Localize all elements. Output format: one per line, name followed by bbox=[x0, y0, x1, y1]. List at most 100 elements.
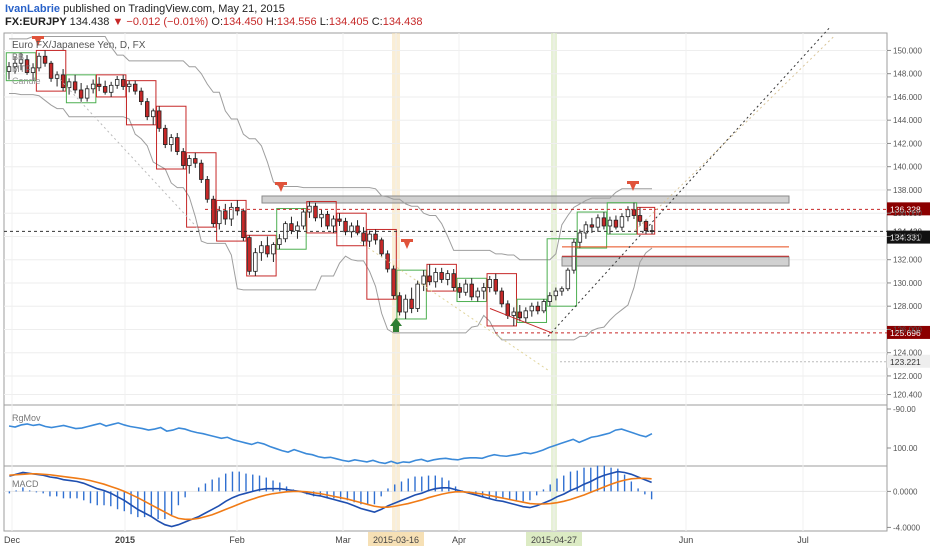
candle-down bbox=[589, 224, 595, 228]
mtf-box-down bbox=[336, 212, 367, 247]
candle-up bbox=[463, 283, 468, 293]
candle-up bbox=[30, 67, 36, 73]
time-tick-label: Jul bbox=[797, 535, 809, 545]
price-tag-136-bg bbox=[887, 202, 930, 216]
price-tick-label: 122.000 bbox=[893, 372, 922, 381]
chart-header: IvanLabrie published on TradingView.com,… bbox=[0, 0, 932, 32]
mtf-box-down bbox=[426, 263, 457, 292]
candle-up bbox=[367, 233, 372, 242]
high-value: 134.556 bbox=[276, 16, 317, 28]
zones bbox=[261, 195, 790, 267]
price-tag-134: 134.331 bbox=[890, 233, 921, 243]
price-tag-125-bg bbox=[887, 325, 930, 339]
author-link[interactable]: IvanLabrie bbox=[5, 3, 61, 15]
candle-up bbox=[559, 288, 565, 292]
symbol-name: FX:EURJPY bbox=[5, 16, 67, 28]
candle-up bbox=[66, 81, 72, 89]
candle-up bbox=[577, 232, 583, 243]
candle-up bbox=[108, 84, 114, 93]
candle-down bbox=[102, 86, 108, 93]
candle-up bbox=[595, 217, 601, 228]
mtf-box-up bbox=[606, 202, 638, 235]
mtf-box-down bbox=[366, 228, 397, 300]
candle-down bbox=[78, 89, 84, 99]
price-tick-label: 138.000 bbox=[893, 186, 922, 195]
candle-down bbox=[325, 213, 330, 227]
candle-down bbox=[517, 311, 522, 319]
candle-down bbox=[157, 110, 162, 129]
candle-up bbox=[187, 158, 192, 166]
candle-down bbox=[337, 218, 342, 222]
candle-down bbox=[409, 298, 414, 309]
candle-down bbox=[313, 205, 318, 219]
candle-up bbox=[523, 310, 529, 319]
macd-line bbox=[9, 470, 652, 528]
candle-down bbox=[265, 245, 270, 255]
mtf-box-down bbox=[156, 105, 187, 170]
trend-line-down bbox=[59, 79, 201, 231]
sell-arrow-icon bbox=[627, 181, 639, 191]
candle-up bbox=[271, 244, 276, 255]
price-tick-label: 142.000 bbox=[893, 139, 922, 148]
macd-pane-frame bbox=[3, 465, 888, 532]
candle-down bbox=[60, 74, 66, 89]
candle-down bbox=[120, 79, 126, 87]
mtf-boxes bbox=[5, 49, 656, 327]
time-tick-label: Dec bbox=[4, 535, 21, 545]
mtf-box-down bbox=[486, 273, 517, 327]
candle-up bbox=[151, 110, 156, 118]
mtf-box-up bbox=[516, 298, 548, 323]
candle-down bbox=[469, 283, 474, 298]
candle-up bbox=[169, 137, 174, 145]
candle-down bbox=[193, 158, 198, 164]
bb-lower-line bbox=[9, 92, 653, 341]
time-tick-label: Feb bbox=[229, 535, 245, 545]
candle-down bbox=[361, 232, 366, 242]
sell-arrow-icon bbox=[401, 239, 413, 249]
candle-down bbox=[175, 137, 180, 152]
candle-up bbox=[421, 275, 426, 285]
mtf-box-down bbox=[216, 199, 247, 242]
rgmov-tick-label: -90.00 bbox=[893, 405, 916, 414]
macd-tick-label: 0.0000 bbox=[893, 487, 918, 496]
bollinger-bands bbox=[9, 35, 653, 341]
high-label: H: bbox=[265, 16, 277, 28]
mtf-box-down bbox=[246, 234, 277, 277]
candle-up bbox=[607, 219, 613, 227]
macd-tick-label: -4.0000 bbox=[893, 523, 921, 532]
rgmov-tick-label: 100.00 bbox=[893, 444, 918, 453]
candle-up bbox=[619, 216, 625, 228]
time-axis[interactable]: Dec 2015 Feb Mar 2015-03-16 Apr 2015-04-27 Jun J… bbox=[4, 532, 809, 546]
candle-down bbox=[373, 233, 378, 241]
candle-down bbox=[379, 239, 384, 255]
candle-down bbox=[132, 83, 138, 92]
price-tick-label: 126.000 bbox=[893, 325, 922, 334]
mtf-box-up bbox=[276, 208, 307, 250]
candle-up bbox=[295, 225, 300, 232]
price-tick-label: 134.000 bbox=[893, 232, 922, 241]
close-value: 134.438 bbox=[382, 16, 423, 28]
open-value: 134.450 bbox=[223, 16, 263, 28]
sell-arrow-icon bbox=[275, 182, 287, 192]
price-change: −0.012 (−0.01%) bbox=[126, 16, 209, 28]
symbol-info: FX:EURJPY 134.438 ▼ −0.012 (−0.01%) O:13… bbox=[5, 16, 422, 28]
candle-down bbox=[24, 59, 30, 73]
time-tick-label: 2015-03-16 bbox=[373, 535, 419, 545]
price-tag-123: 123.221 bbox=[890, 357, 921, 367]
candle-up bbox=[331, 218, 336, 227]
candle-up bbox=[403, 298, 408, 313]
candle-down bbox=[637, 215, 643, 222]
price-tick-label: 148.000 bbox=[893, 70, 922, 79]
rgmov-pane: -90.00 100.00 bbox=[8, 405, 918, 465]
candle-down bbox=[289, 223, 294, 232]
price-tick-label: 146.000 bbox=[893, 93, 922, 102]
price-tick-label: 128.000 bbox=[893, 302, 922, 311]
candle-down bbox=[139, 90, 144, 102]
candle-up bbox=[481, 287, 486, 292]
legend-bb: BB bbox=[12, 52, 24, 62]
price-tick-label: 132.000 bbox=[893, 256, 922, 265]
candle-down bbox=[199, 162, 204, 180]
price-axis[interactable]: 150.000 148.000 146.000 144.000 142.000 140.0… bbox=[887, 46, 922, 400]
